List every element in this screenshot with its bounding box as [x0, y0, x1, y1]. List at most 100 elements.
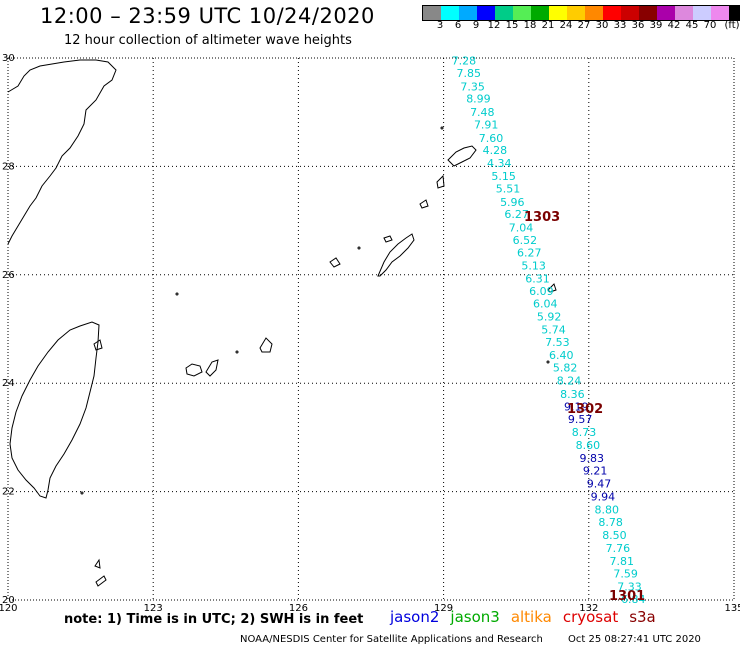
longitude-tick-label: 135 — [724, 603, 740, 614]
wave-height-value: 6.52 — [513, 234, 538, 247]
scale-label: 45 — [685, 20, 699, 31]
scale-label: 39 — [649, 20, 663, 31]
wave-height-value: 7.53 — [545, 336, 570, 349]
wave-height-value: 4.28 — [483, 144, 508, 157]
scale-swatch — [603, 6, 621, 20]
satellite-cryosat: cryosat — [562, 608, 619, 626]
wave-height-value: 5.13 — [521, 260, 546, 273]
wave-height-value: 9.83 — [579, 452, 604, 465]
longitude-tick-label: 123 — [144, 603, 163, 614]
scale-swatch — [459, 6, 477, 20]
scale-label: 24 — [559, 20, 573, 31]
wave-height-value: 9.21 — [583, 464, 608, 477]
wave-height-scale-labels: 3 6 9 12 15 18 21 24 27 30 33 36 39 42 45 70 (ft) — [422, 20, 740, 32]
scale-swatch — [477, 6, 495, 20]
wave-height-value: 5.74 — [541, 324, 566, 337]
small-island-7 — [547, 283, 557, 293]
pass-label-1301: 1301 — [609, 589, 645, 604]
wave-height-value: 6.04 — [533, 298, 558, 311]
small-island-14 — [546, 360, 550, 364]
wave-height-value: 7.33 — [617, 580, 642, 593]
scale-swatch — [513, 6, 531, 20]
wave-height-value: 7.59 — [613, 567, 638, 580]
wave-height-value: 8.24 — [557, 374, 582, 387]
credit-line: NOAA/NESDIS Center for Satellite Applica… — [240, 634, 543, 645]
wave-height-observations: 7.287.857.358.997.487.917.604.284.345.15… — [452, 55, 646, 606]
scale-swatch — [657, 6, 675, 20]
satellite-altika: altika — [510, 608, 552, 626]
scale-swatch — [711, 6, 729, 20]
ishigaki-island — [205, 359, 219, 377]
scale-swatch — [621, 6, 639, 20]
small-island-9 — [440, 126, 444, 130]
wave-height-value: 5.96 — [500, 196, 525, 209]
small-island-11 — [235, 350, 239, 354]
wave-height-value: 5.92 — [537, 311, 562, 324]
scale-label: (ft) — [724, 20, 740, 31]
small-island-2 — [383, 235, 393, 243]
wave-height-value: 8.73 — [572, 426, 597, 439]
scale-label: 70 — [703, 20, 717, 31]
wave-height-value: 6.31 — [525, 273, 550, 286]
wave-height-value: 8.78 — [598, 516, 623, 529]
scale-swatch — [639, 6, 657, 20]
wave-height-color-scale — [422, 5, 740, 21]
small-island-5 — [94, 558, 101, 569]
latitude-tick-label: 22 — [2, 487, 15, 498]
wave-height-value: 6.27 — [504, 208, 529, 221]
wave-height-value: 4.34 — [487, 157, 512, 170]
coastlines — [7, 59, 557, 587]
wave-height-value: 7.85 — [457, 67, 482, 80]
pass-label-1302: 1302 — [567, 402, 603, 417]
scale-label: 6 — [454, 20, 462, 31]
scale-label: 27 — [577, 20, 591, 31]
satellite-jason2: jason2 — [390, 608, 440, 626]
small-island-8 — [93, 339, 103, 351]
satellite-jason3: jason3 — [450, 608, 500, 626]
scale-label: 12 — [487, 20, 501, 31]
wave-height-value: 6.09 — [529, 285, 554, 298]
scale-swatch — [675, 6, 693, 20]
wave-height-value: 5.15 — [491, 170, 516, 183]
wave-height-value: 8.36 — [560, 388, 585, 401]
scale-swatch — [693, 6, 711, 20]
latitude-tick-label: 20 — [2, 595, 15, 606]
map-subtitle: 12 hour collection of altimeter wave hei… — [64, 33, 352, 48]
scale-swatch — [567, 6, 585, 20]
wave-height-value: 8.99 — [466, 93, 491, 106]
wave-height-value: 7.48 — [470, 106, 495, 119]
axis-tick-labels: 120 123 126 129 132 135 30 28 26 24 22 20 — [0, 53, 740, 614]
scale-swatch — [441, 6, 459, 20]
latitude-tick-label: 24 — [2, 378, 15, 389]
scale-swatch — [423, 6, 441, 20]
longitude-tick-label: 126 — [289, 603, 308, 614]
lat-lon-grid — [8, 58, 734, 600]
wave-height-value: 7.28 — [452, 55, 477, 68]
wave-height-value: 9.19 — [564, 401, 589, 414]
wave-height-value: 7.81 — [609, 555, 634, 568]
small-island-3 — [419, 199, 429, 209]
small-island-12 — [357, 246, 361, 250]
scale-swatch — [585, 6, 603, 20]
footer-note: note: 1) Time is in UTC; 2) SWH is in fe… — [64, 612, 364, 627]
taiwan-coastline — [9, 321, 100, 499]
small-island-10 — [175, 292, 179, 296]
satellite-s3a: s3a — [629, 608, 656, 626]
generation-timestamp: Oct 25 08:27:41 UTC 2020 — [568, 634, 701, 645]
small-island-6 — [95, 575, 107, 587]
wave-height-value: 9.57 — [568, 413, 593, 426]
wave-height-value: 9.94 — [591, 490, 616, 503]
wave-height-value: 7.04 — [509, 222, 534, 235]
wave-height-value: 6.84 — [621, 593, 646, 606]
satellite-legend: jason2 jason3 altika cryosat s3a — [390, 608, 656, 626]
scale-swatch — [549, 6, 567, 20]
small-island-1 — [329, 257, 341, 268]
pass-label-1303: 1303 — [524, 210, 560, 225]
scale-label: 9 — [472, 20, 480, 31]
wave-height-value: 7.91 — [474, 119, 499, 132]
wave-height-value: 8.60 — [576, 439, 601, 452]
scale-swatch — [495, 6, 513, 20]
wave-height-value: 8.80 — [594, 503, 619, 516]
miyako-island — [185, 363, 203, 377]
